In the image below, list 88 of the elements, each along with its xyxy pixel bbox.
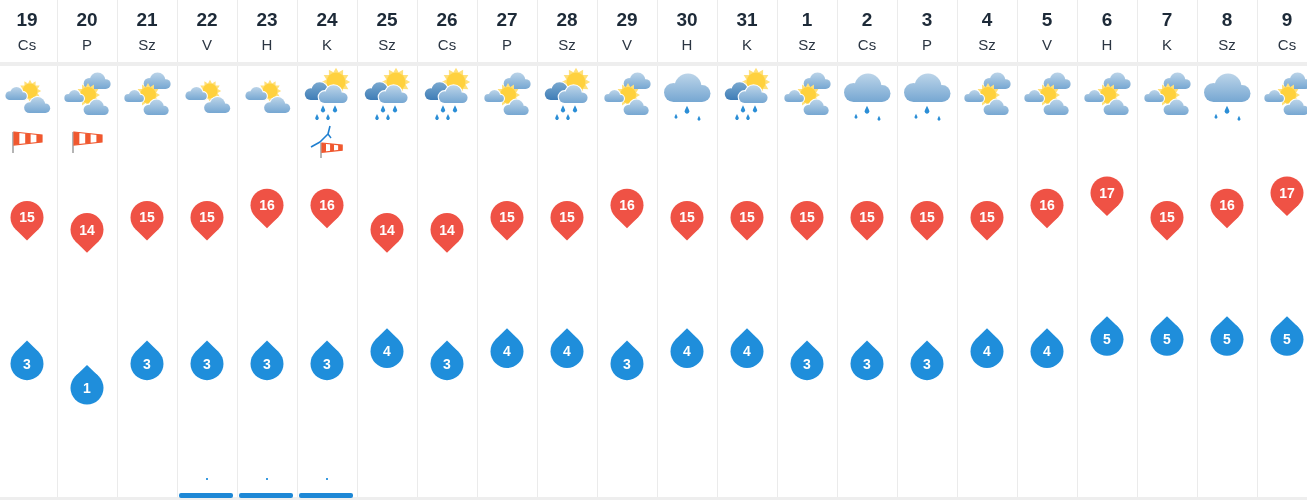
data-label: 16 (619, 197, 635, 214)
data-label: 3 (443, 355, 452, 372)
x-tick-label: 2 Cs (857, 9, 877, 53)
data-label: 3 (323, 355, 332, 372)
data-label: 5 (1103, 331, 1112, 348)
x-tick-label: 31 K (736, 9, 758, 53)
x-tick-label: 1 Sz (798, 9, 816, 53)
point (910, 347, 944, 381)
data-label: 15 (919, 209, 935, 226)
data-label: 15 (979, 209, 995, 226)
point (70, 371, 104, 405)
point (1030, 334, 1064, 368)
data-label: 15 (139, 209, 155, 226)
x-tick-label: 26 Cs (436, 9, 458, 53)
data-label: 15 (739, 209, 755, 226)
data-label: 16 (319, 197, 335, 214)
x-tick-label: 6 H (1101, 9, 1113, 53)
x-tick-label: 23 H (256, 9, 278, 53)
data-label: 14 (379, 221, 395, 238)
data-label: 15 (859, 209, 875, 226)
data-label: 3 (203, 355, 212, 372)
point (310, 347, 344, 381)
point (850, 347, 884, 381)
x-tick-label: 7 K (1161, 9, 1173, 53)
x-tick-label: 29 V (616, 9, 638, 53)
x-tick-label: 4 Sz (978, 9, 996, 53)
data-label: 15 (679, 209, 695, 226)
point (130, 347, 164, 381)
data-label: 16 (259, 197, 275, 214)
data-label: 15 (499, 209, 515, 226)
data-label: 3 (803, 355, 812, 372)
data-label: 17 (1279, 185, 1295, 202)
x-tick-label: 21 Sz (136, 9, 158, 53)
point (730, 334, 764, 368)
data-label: 16 (1039, 197, 1055, 214)
data-label: 3 (623, 355, 632, 372)
data-label: 15 (559, 209, 575, 226)
data-label: 4 (683, 343, 692, 360)
data-label: 17 (1099, 185, 1115, 202)
data-label: 4 (503, 343, 512, 360)
x-tick-label: 27 P (496, 9, 518, 53)
point (1210, 322, 1244, 356)
data-label: 4 (563, 343, 572, 360)
point (1090, 322, 1124, 356)
x-tick-label: 3 P (921, 9, 933, 53)
x-tick-label: 5 V (1041, 9, 1053, 53)
data-label: 4 (983, 343, 992, 360)
x-tick-label: 30 H (676, 9, 698, 53)
x-tick-label: 19 Cs (16, 9, 38, 53)
data-label: 3 (263, 355, 272, 372)
data-label: 5 (1223, 331, 1232, 348)
data-label: 15 (19, 209, 35, 226)
point (250, 347, 284, 381)
point (970, 334, 1004, 368)
data-label: 4 (383, 343, 392, 360)
point (490, 334, 524, 368)
point (190, 347, 224, 381)
point (790, 347, 824, 381)
x-tick-label: 25 Sz (376, 9, 398, 53)
data-label: 15 (199, 209, 215, 226)
point (550, 334, 584, 368)
point (430, 347, 464, 381)
point (610, 347, 644, 381)
point (1150, 322, 1184, 356)
data-label: 1 (83, 380, 92, 397)
data-label: 4 (743, 343, 752, 360)
point (1270, 322, 1304, 356)
data-label: 3 (23, 355, 32, 372)
data-label: 5 (1283, 331, 1292, 348)
data-label: 16 (1219, 197, 1235, 214)
x-tick-label: 28 Sz (556, 9, 578, 53)
data-label: 3 (923, 355, 932, 372)
data-label: 15 (799, 209, 815, 226)
x-tick-label: 22 V (196, 9, 218, 53)
data-label: 14 (439, 221, 455, 238)
x-tick-label: 8 Sz (1218, 9, 1236, 53)
data-label: 3 (863, 355, 872, 372)
data-label: 15 (1159, 209, 1175, 226)
data-label: 3 (143, 355, 152, 372)
data-label: 4 (1043, 343, 1052, 360)
point (10, 347, 44, 381)
x-tick-label: 20 P (76, 9, 98, 53)
data-label: 14 (79, 221, 95, 238)
point (370, 334, 404, 368)
point (670, 334, 704, 368)
x-tick-label: 9 Cs (1277, 9, 1297, 53)
x-tick-label: 24 K (316, 9, 338, 53)
data-label: 5 (1163, 331, 1172, 348)
